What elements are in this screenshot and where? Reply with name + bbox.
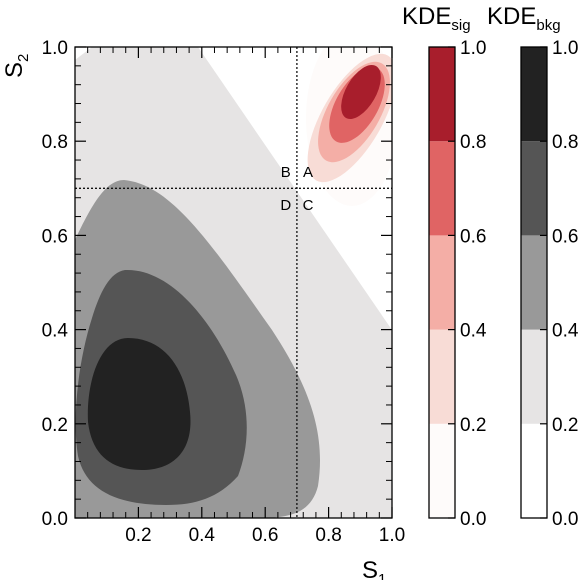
x-tick-label: 0.6 <box>252 525 278 546</box>
colorbar-bkg-title: KDEbkg <box>487 3 561 34</box>
colorbar-sig-tick-label: 0.4 <box>460 321 487 342</box>
x-tick-label: 1.0 <box>379 525 405 546</box>
colorbar-bkg-tick-label: 0.4 <box>552 321 579 342</box>
colorbar-bkg-frame <box>520 46 548 519</box>
colorbar-bkg-band <box>521 47 547 142</box>
colorbar-sig-band <box>429 47 455 142</box>
colorbar-bkg-tick-label: 0.6 <box>552 226 578 247</box>
y-tick-label: 0.2 <box>42 415 68 436</box>
y-tick-label: 1.0 <box>42 38 68 59</box>
colorbar-sig-tick-label: 1.0 <box>460 38 486 59</box>
y-axis-ticks: 0.0 0.2 0.4 0.6 0.8 1.0 <box>42 38 392 530</box>
colorbar-sig-tick-label: 0.8 <box>460 132 486 153</box>
y-tick-label: 0.8 <box>42 132 68 153</box>
colorbar-bkg-tick-label: 0.8 <box>552 132 578 153</box>
y-axis-title: S2 <box>1 54 32 78</box>
colorbar-signal: 0.0 0.2 0.4 0.6 0.8 1.0 <box>428 38 487 530</box>
colorbar-bkg-band <box>521 423 547 518</box>
sig-contours <box>306 47 392 206</box>
colorbar-bkg-band <box>521 141 547 236</box>
y-tick-label: 0.6 <box>42 226 68 247</box>
colorbar-sig-frame <box>428 46 456 519</box>
bkg-contours <box>75 47 392 518</box>
x-tick-label: 0.4 <box>189 525 216 546</box>
region-label-a: A <box>303 164 313 181</box>
x-tick-label: 0.8 <box>315 525 341 546</box>
colorbar-sig-band <box>429 141 455 236</box>
region-label-c: C <box>303 197 314 214</box>
colorbar-sig-band <box>429 329 455 424</box>
x-axis-title: S1 <box>362 557 386 580</box>
plot-area: A B C D 0.2 0.4 0.6 0.8 1.0 0.0 0.2 0.4 0.6 0.8 1… <box>42 38 406 546</box>
colorbar-bkg-band <box>521 329 547 424</box>
colorbar-bkg-tick-label: 0.2 <box>552 415 578 436</box>
y-tick-label: 0.0 <box>42 509 68 530</box>
colorbar-bkg-tick-label: 0.0 <box>552 509 578 530</box>
region-label-b: B <box>281 164 291 181</box>
colorbar-sig-tick-label: 0.6 <box>460 226 486 247</box>
colorbar-bkg-tick-label: 1.0 <box>552 38 578 59</box>
x-axis-ticks: 0.2 0.4 0.6 0.8 1.0 <box>87 47 405 546</box>
colorbar-bkg-band <box>521 235 547 330</box>
region-label-d: D <box>280 197 291 214</box>
colorbar-sig-title: KDEsig <box>402 3 471 34</box>
colorbar-sig-band <box>429 235 455 330</box>
sig-contour-0.8-1.0 <box>341 64 381 120</box>
colorbar-sig-tick-label: 0.0 <box>460 509 486 530</box>
colorbar-background: 0.0 0.2 0.4 0.6 0.8 1.0 <box>520 38 579 530</box>
colorbar-sig-band <box>429 423 455 518</box>
x-tick-label: 0.2 <box>125 525 151 546</box>
colorbar-sig-tick-label: 0.2 <box>460 415 486 436</box>
y-tick-label: 0.4 <box>42 321 69 342</box>
bkg-contour-0.8-1.0 <box>87 338 191 470</box>
plot-frame <box>74 46 393 519</box>
